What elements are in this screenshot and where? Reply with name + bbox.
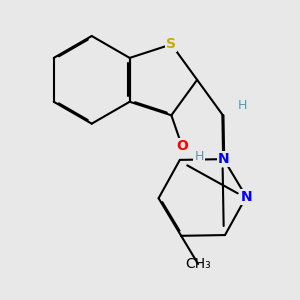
Text: H: H (238, 99, 247, 112)
Text: O: O (176, 140, 188, 153)
Text: H: H (194, 150, 204, 163)
Text: CH₃: CH₃ (185, 257, 211, 271)
Text: N: N (218, 152, 230, 166)
Text: S: S (167, 38, 176, 51)
Text: N: N (240, 190, 252, 204)
